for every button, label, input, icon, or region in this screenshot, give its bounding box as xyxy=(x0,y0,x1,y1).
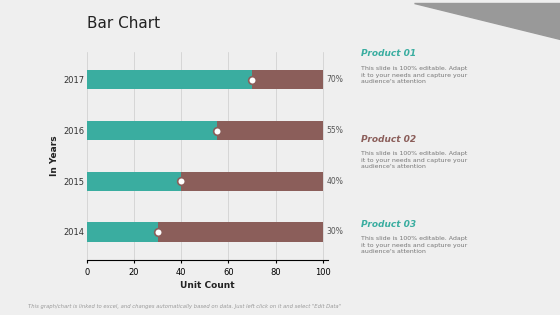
Text: Product 03: Product 03 xyxy=(361,220,416,229)
Text: This slide is 100% editable. Adapt
it to your needs and capture your
audience's : This slide is 100% editable. Adapt it to… xyxy=(361,66,468,84)
Text: This slide is 100% editable. Adapt
it to your needs and capture your
audience's : This slide is 100% editable. Adapt it to… xyxy=(361,151,468,169)
Bar xyxy=(87,121,323,140)
Text: Product 01: Product 01 xyxy=(361,49,416,59)
Bar xyxy=(87,172,181,191)
Text: This slide is 100% editable. Adapt
it to your needs and capture your
audience's : This slide is 100% editable. Adapt it to… xyxy=(361,236,468,255)
Bar xyxy=(87,70,252,89)
Polygon shape xyxy=(414,3,560,39)
Text: 55%: 55% xyxy=(326,126,343,135)
Bar xyxy=(87,70,323,89)
Text: 70%: 70% xyxy=(326,75,343,84)
Bar xyxy=(87,121,217,140)
Y-axis label: In Years: In Years xyxy=(50,136,59,176)
Bar xyxy=(87,222,323,242)
Text: Product 02: Product 02 xyxy=(361,135,416,144)
X-axis label: Unit Count: Unit Count xyxy=(180,281,235,290)
Bar xyxy=(87,172,323,191)
Text: Bar Chart: Bar Chart xyxy=(87,15,160,31)
Bar xyxy=(87,222,157,242)
Text: 30%: 30% xyxy=(326,227,343,237)
Text: 40%: 40% xyxy=(326,177,343,186)
Text: This graph/chart is linked to excel, and changes automatically based on data. Ju: This graph/chart is linked to excel, and… xyxy=(28,304,341,309)
